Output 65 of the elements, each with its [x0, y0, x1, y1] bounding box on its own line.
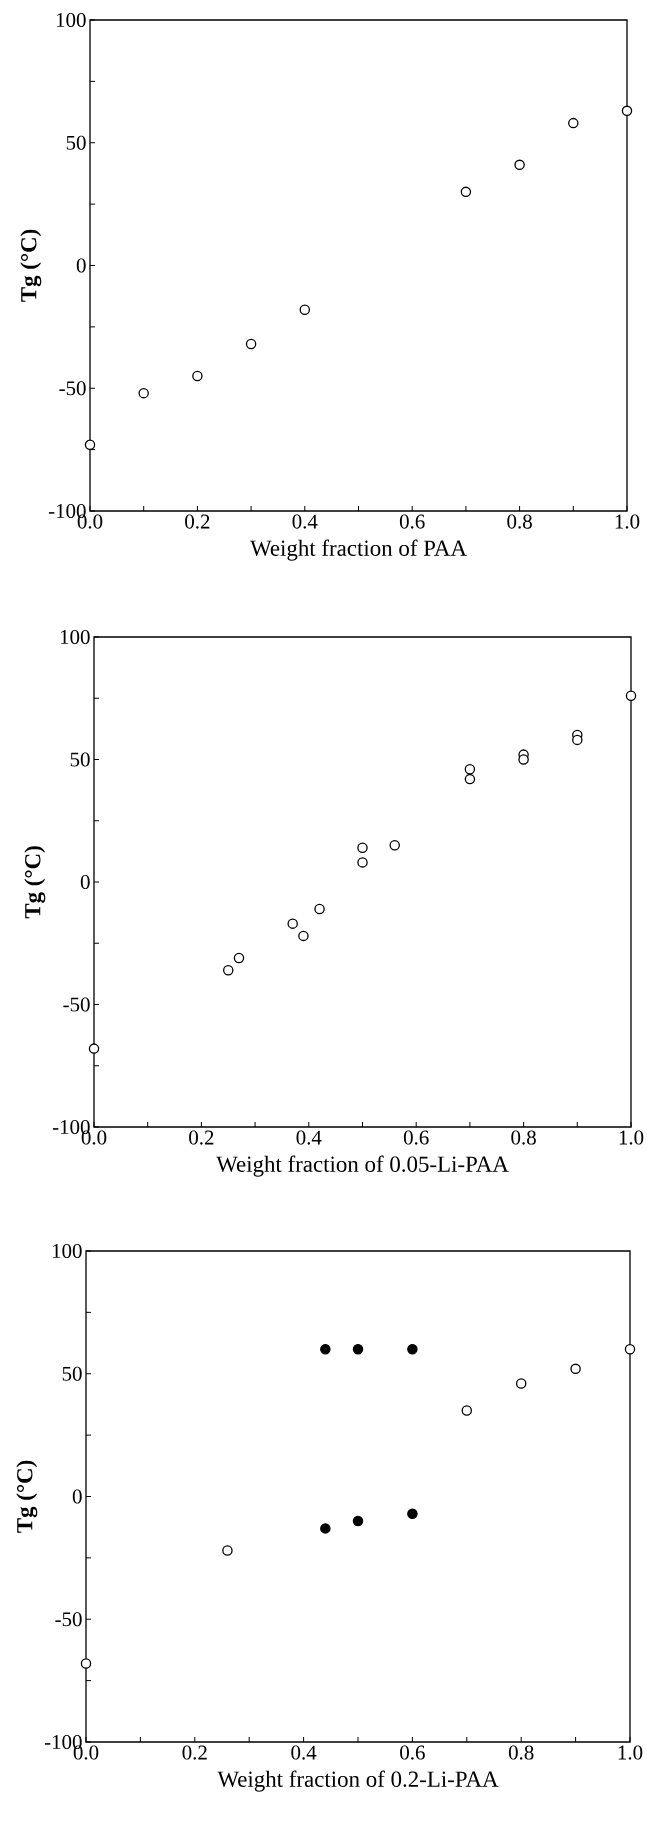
- x-tick-label: 0.2: [182, 1745, 207, 1760]
- y-tick-label: 100: [60, 629, 90, 645]
- x-tick-label: 0.6: [399, 1745, 425, 1760]
- point: [287, 918, 298, 929]
- point: [88, 1043, 100, 1054]
- y-tick-label: -50: [63, 997, 90, 1012]
- point: [314, 903, 325, 915]
- point: [518, 754, 529, 765]
- point: [191, 370, 203, 382]
- point: [461, 1405, 472, 1416]
- x-tick-label: 0.2: [184, 514, 210, 529]
- x-tick-label: 0.8: [508, 1745, 534, 1760]
- point: [567, 117, 579, 129]
- x-tick-label: 0.4: [292, 514, 318, 529]
- y-tick-label: 50: [70, 752, 90, 767]
- point: [389, 839, 400, 851]
- x-tick-label: 0.4: [296, 1130, 322, 1145]
- point: [222, 1545, 233, 1556]
- y-tick-label: 100: [52, 1243, 82, 1259]
- y-tick-label: 50: [66, 135, 86, 150]
- y-axis-title: Tg (°C): [24, 846, 46, 919]
- x-axis-title: Weight fraction of 0.2-Li-PAA: [217, 1770, 499, 1792]
- y-tick-label: -50: [55, 1612, 82, 1627]
- x-tick-label: 0.8: [507, 514, 532, 529]
- x-tick-label: 1.0: [619, 1130, 644, 1145]
- point: [464, 773, 475, 785]
- point: [84, 439, 96, 450]
- y-tick-label: -50: [59, 381, 86, 396]
- x-tick-label: 1.0: [618, 1745, 643, 1760]
- x-tick-label: 0.2: [188, 1130, 214, 1145]
- y-tick-label: 0: [72, 1489, 82, 1504]
- x-tick-label: 0.6: [399, 514, 425, 529]
- point: [245, 338, 257, 350]
- point: [406, 1508, 418, 1519]
- point: [352, 1343, 364, 1355]
- x-tick-label: 0.8: [511, 1130, 536, 1145]
- point: [80, 1658, 92, 1669]
- point: [233, 952, 245, 964]
- x-tick-label: 1.0: [615, 514, 640, 529]
- point: [357, 842, 368, 853]
- point: [297, 930, 309, 942]
- x-axis-title: Weight fraction of PAA: [249, 539, 467, 561]
- point: [138, 387, 149, 399]
- point: [571, 734, 583, 746]
- point: [352, 1515, 364, 1527]
- x-tick-label: 0.4: [291, 1745, 317, 1760]
- y-tick-label: 50: [62, 1366, 82, 1381]
- point: [357, 857, 368, 868]
- x-axis-title: Weight fraction of 0.05-Li-PAA: [216, 1155, 509, 1177]
- point: [460, 186, 471, 198]
- y-axis-title: Tg (°C): [16, 1460, 38, 1533]
- y-tick-label: 0: [76, 258, 86, 273]
- point: [299, 304, 310, 315]
- y-tick-label: 100: [56, 12, 86, 28]
- point: [515, 1378, 527, 1389]
- point: [222, 964, 234, 976]
- x-tick-label: 0.6: [403, 1130, 429, 1145]
- y-axis-title: Tg (°C): [20, 229, 42, 302]
- y-tick-label: 0: [80, 874, 90, 890]
- point: [319, 1343, 331, 1355]
- point: [514, 159, 525, 171]
- point: [570, 1363, 581, 1375]
- point: [464, 764, 475, 775]
- point: [319, 1523, 331, 1534]
- point: [406, 1343, 418, 1355]
